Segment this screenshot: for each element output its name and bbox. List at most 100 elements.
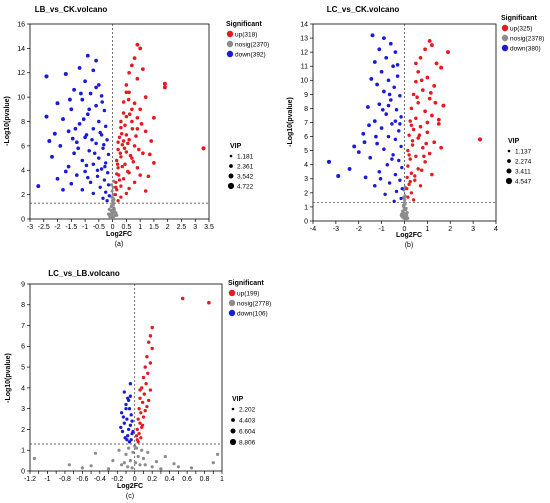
chart-b-point-up — [423, 47, 427, 52]
chart-a-point-up — [114, 180, 118, 185]
chart-c-point-nosig — [124, 452, 128, 456]
chart-b-legend-title: Significant — [501, 15, 537, 22]
chart-a-legend-up: up(318) — [235, 32, 257, 39]
chart-c-point-nosig — [127, 446, 131, 450]
chart-b-vip-legend: VIP 1.137 2.274 3.411 4.547 — [505, 138, 532, 186]
chart-c-point-nosig — [150, 465, 154, 469]
chart-a-point-up — [146, 174, 151, 179]
chart-b-point-down — [326, 159, 332, 164]
chart-b-point-up — [408, 157, 412, 161]
chart-b-point-down — [367, 123, 371, 128]
chart-a-point-up — [116, 147, 120, 152]
chart-c-xtick-label: 0.2 — [147, 476, 157, 483]
chart-b-point-up — [430, 113, 434, 118]
chart-b-point-nosig — [402, 208, 406, 212]
chart-a-point-nosig — [114, 211, 118, 215]
chart-a-point-down — [99, 167, 104, 171]
chart-a-point-down — [87, 149, 91, 153]
chart-b-point-up — [413, 174, 417, 178]
chart-b-point-up — [418, 55, 423, 60]
chart-a-legend-nosig: nosig(2370) — [235, 42, 269, 49]
chart-c-plot: -1.2 -1 -0.8 -0.6 -0.4 -0.2 0 0.2 0.4 0.6 0.8 1 0 1 2 3… — [21, 281, 224, 483]
chart-a-point-down — [80, 158, 85, 163]
chart-b-ytick-label: 11 — [301, 64, 308, 71]
chart-a-ytick-label: 2 — [21, 192, 25, 199]
chart-a-point-nosig — [110, 210, 114, 214]
chart-a-point-up — [147, 152, 152, 157]
chart-a-point-down — [85, 53, 90, 58]
chart-b-legend: Significant up(325) nosig(2378) down(380… — [501, 15, 544, 53]
chart-a-point-down — [94, 141, 98, 146]
chart-c-ytick-label: 3 — [21, 406, 25, 413]
chart-a-legend-title: Significant — [226, 21, 262, 28]
chart-b-point-up — [405, 186, 409, 191]
chart-a-point-up — [116, 140, 120, 144]
chart-c-ytick-label: 0 — [21, 468, 25, 475]
chart-c-xlabel: Log2FC — [117, 483, 143, 490]
chart-b-point-down — [395, 63, 400, 67]
chart-a-point-down — [99, 94, 104, 98]
chart-b-point-up — [410, 139, 415, 143]
chart-b-point-up — [420, 88, 425, 92]
chart-b-legend-down-marker — [501, 44, 509, 52]
chart-b-legend-up: up(325) — [510, 26, 532, 33]
chart-a-point-up — [119, 184, 123, 188]
chart-a-xtick-label: -2 — [54, 224, 60, 231]
chart-a-legend-up-marker — [226, 30, 234, 38]
chart-b-point-up — [427, 96, 432, 101]
chart-b-xtick-label: 1 — [425, 226, 429, 233]
chart-b-point-down — [384, 112, 389, 116]
chart-a-vip-title: VIP — [230, 143, 242, 150]
chart-c-legend-nosig: nosig(2778) — [237, 301, 271, 308]
chart-b-point-down — [387, 92, 392, 97]
chart-b-point-down — [336, 174, 341, 178]
chart-b-point-up — [429, 43, 434, 48]
chart-a-point-down — [103, 164, 107, 169]
chart-b-point-nosig — [401, 203, 405, 208]
chart-c-point-up — [147, 398, 151, 403]
chart-b-point-up — [421, 146, 425, 150]
chart-a-ytick-label: 14 — [17, 46, 25, 53]
chart-a-point-down — [58, 143, 63, 148]
chart-b-point-up — [410, 143, 415, 147]
chart-a-point-down — [69, 107, 74, 112]
chart-c-point-up — [148, 388, 153, 392]
chart-b-point-up — [414, 154, 418, 159]
chart-c-point-nosig — [131, 450, 135, 454]
chart-b-ytick-label: 14 — [300, 21, 308, 28]
chart-b-point-down — [397, 158, 401, 163]
chart-a-point-down — [66, 129, 71, 134]
chart-b-point-down — [391, 153, 395, 157]
chart-b-point-down — [390, 122, 394, 126]
chart-b-point-down — [363, 175, 368, 180]
chart-b-point-up — [407, 153, 411, 157]
chart-b-point-nosig — [402, 201, 407, 205]
chart-b-point-down — [382, 89, 386, 94]
chart-b-ytick-label: 13 — [300, 35, 308, 42]
chart-c-point-up — [143, 409, 147, 413]
chart-c-point-up — [140, 423, 145, 427]
chart-a-xtick-label: -1.5 — [65, 224, 77, 231]
chart-b-point-down — [347, 166, 352, 171]
chart-c-point-down — [125, 417, 129, 421]
chart-c-point-down — [128, 423, 133, 427]
chart-c-point-nosig — [106, 467, 111, 471]
chart-c-title: LC_vs_LB.volcano — [48, 269, 120, 278]
chart-b-point-down — [356, 150, 361, 155]
chart-c-legend-down-marker — [228, 309, 236, 317]
chart-a-point-up — [118, 151, 123, 155]
chart-b-ytick-label: 6 — [304, 134, 308, 141]
chart-a-point-up — [124, 191, 129, 196]
chart-a-point-up — [135, 42, 140, 47]
chart-a-vip-3: 3.542 — [237, 174, 254, 181]
chart-a-point-up — [134, 134, 138, 138]
panel-b: LC_vs_CK.volcano -4 -3 -2 -1 0 1 2 3 40123456789… — [287, 5, 544, 249]
chart-a-point-down — [91, 127, 96, 131]
chart-a-point-nosig — [106, 212, 111, 216]
chart-a-point-up — [143, 189, 148, 193]
chart-a-point-down — [55, 176, 60, 181]
chart-a-point-up — [119, 131, 124, 136]
chart-b-point-up — [418, 184, 423, 188]
chart-a-point-down — [96, 83, 101, 87]
chart-a-point-down — [88, 91, 93, 96]
